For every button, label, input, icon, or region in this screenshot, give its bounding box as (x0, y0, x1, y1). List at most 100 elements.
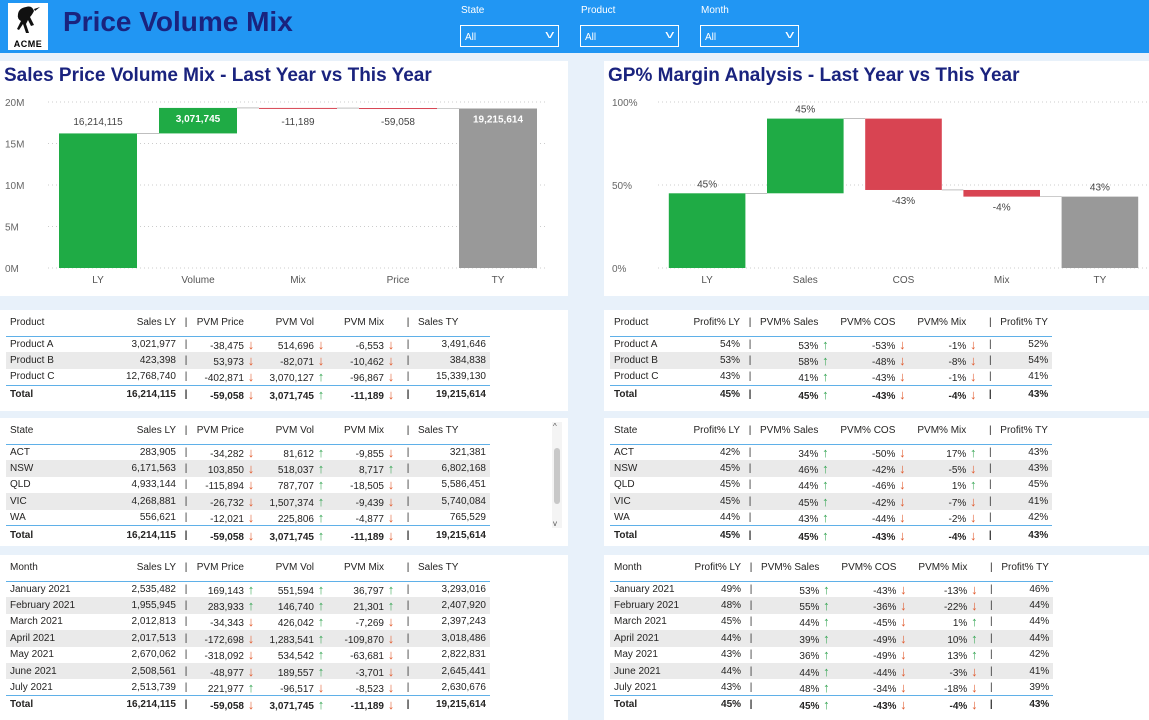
table-row[interactable]: Product C 43% | 41% ↑ -43% ↓ -1% ↓ | 41% (610, 369, 1052, 385)
column-header[interactable]: Sales LY (92, 310, 180, 337)
table-total-row[interactable]: Total 16,214,115 | -59,058 ↓ 3,071,745 ↑ -11,18… (6, 384, 490, 404)
column-header[interactable]: PVM% Sales (756, 418, 837, 445)
column-header[interactable]: PVM Price (192, 310, 262, 337)
table-row[interactable]: VIC 45% | 45% ↑ -42% ↓ -7% ↓ | 41% (610, 493, 1053, 510)
waterfall-bar[interactable] (963, 189, 1040, 197)
column-header[interactable]: PVM Vol (262, 418, 332, 445)
column-header[interactable]: Month (6, 555, 92, 582)
table-header-row: State Profit% LY | PVM% Sales PVM% COS PVM% M… (610, 418, 1053, 445)
table-row[interactable]: Product C 12,768,740 | -402,871 ↓ 3,070,127 ↑ -… (6, 369, 490, 385)
column-header[interactable]: Month (610, 555, 684, 582)
column-header[interactable]: PVM% Sales (757, 555, 838, 582)
waterfall-bar[interactable] (459, 108, 537, 268)
column-header[interactable]: PVM% Mix (913, 418, 985, 445)
column-header[interactable]: Profit% TY (997, 555, 1054, 582)
table-row[interactable]: NSW 6,171,563 | 103,850 ↓ 518,037 ↑ 8,717 ↑ | 6,80… (6, 460, 490, 477)
table-row[interactable]: May 2021 2,670,062 | -318,092 ↓ 534,542 ↑ -63,6… (6, 647, 490, 663)
product-filter-dropdown[interactable]: All v (580, 25, 679, 47)
table-total-row[interactable]: Total 16,214,115 | -59,058 ↓ 3,071,745 ↑ -11,18… (6, 695, 490, 714)
column-header[interactable]: Sales LY (92, 418, 180, 445)
column-header[interactable]: State (610, 418, 682, 445)
table-row[interactable]: April 2021 2,017,513 | -172,698 ↓ 1,283,541 ↑ -… (6, 630, 490, 647)
table-row[interactable]: Product A 54% | 53% ↑ -53% ↓ -1% ↓ | 52% (610, 336, 1052, 352)
column-header[interactable]: Profit% LY (682, 310, 744, 337)
waterfall-bar[interactable] (668, 193, 746, 268)
column-header[interactable]: PVM Mix (332, 418, 402, 445)
month-filter-dropdown[interactable]: All v (700, 25, 799, 47)
column-header[interactable]: PVM% COS (836, 310, 914, 337)
pvm-state-scrollbar[interactable]: ^ v (552, 422, 562, 528)
waterfall-bar[interactable] (1061, 196, 1139, 268)
waterfall-bar[interactable] (359, 108, 437, 110)
cell-value: -45% (873, 618, 897, 630)
row-label: ACT (10, 446, 30, 458)
table-row[interactable]: NSW 45% | 46% ↑ -42% ↓ -5% ↓ | 43% (610, 460, 1053, 477)
column-header[interactable]: PVM Price (192, 418, 262, 445)
table-row[interactable]: January 2021 49% | 53% ↑ -43% ↓ -13% ↓ | 46% (610, 581, 1053, 597)
column-header[interactable]: Profit% LY (683, 555, 746, 582)
table-row[interactable]: April 2021 44% | 39% ↑ -49% ↓ 10% ↑ | 44% (610, 630, 1054, 647)
column-header[interactable]: State (6, 418, 92, 445)
column-header[interactable]: PVM% Mix (913, 310, 985, 337)
table-total-row[interactable]: Total 45% | 45% ↑ -43% ↓ -4% ↓ | 43% (610, 695, 1054, 714)
waterfall-bar[interactable] (767, 118, 844, 194)
table-row[interactable]: QLD 4,933,144 | -115,894 ↓ 787,707 ↑ -18,505 ↓ | 5… (6, 477, 490, 493)
table-row[interactable]: February 2021 48% | 55% ↑ -36% ↓ -22% ↓ | 44% (610, 597, 1054, 614)
table-row[interactable]: March 2021 2,012,813 | -34,343 ↓ 426,042 ↑ -7,2… (6, 614, 490, 630)
table-row[interactable]: VIC 4,268,881 | -26,732 ↓ 1,507,374 ↑ -9,439 ↓ | 5… (6, 493, 490, 510)
product-filter-value: All (585, 32, 597, 43)
cell-value: -44% (873, 667, 897, 679)
x-category-label: LY (92, 275, 104, 286)
column-header[interactable]: Product (6, 310, 92, 337)
table-row[interactable]: Product B 423,398 | 53,973 ↓ -82,071 ↓ -10,462 ↓… (6, 352, 490, 369)
column-header[interactable]: PVM% COS (837, 555, 915, 582)
table-total-row[interactable]: Total 45% | 45% ↑ -43% ↓ -4% ↓ | 43% (610, 384, 1053, 404)
column-header[interactable]: PVM Mix (332, 310, 402, 337)
table-total-row[interactable]: Total 16,214,115 | -59,058 ↓ 3,071,745 ↑ -11,18… (6, 525, 490, 544)
table-row[interactable]: Product A 3,021,977 | -38,475 ↓ 514,696 ↓ -6,55… (6, 336, 490, 352)
scroll-down-icon[interactable]: v (553, 519, 557, 528)
arrow-up-icon: ↑ (970, 477, 977, 493)
column-header[interactable]: Profit% TY (996, 418, 1053, 445)
column-header[interactable]: Product (610, 310, 682, 337)
table-row[interactable]: January 2021 2,535,482 | 169,143 ↑ 551,594 ↑ 36… (6, 581, 490, 597)
column-header[interactable]: PVM% Mix (914, 555, 986, 582)
scrollbar-thumb[interactable] (554, 448, 560, 504)
table-row[interactable]: February 2021 1,955,945 | 283,933 ↑ 146,740 ↑ 2… (6, 597, 490, 614)
column-header[interactable]: PVM% Sales (756, 310, 837, 337)
table-row[interactable]: June 2021 44% | 44% ↑ -44% ↓ -3% ↓ | 41% (610, 662, 1054, 680)
table-row[interactable]: July 2021 2,513,739 | 221,977 ↑ -96,517 ↓ -8,52… (6, 679, 490, 695)
waterfall-bar[interactable] (865, 118, 942, 190)
cell-value: -59,058 (210, 390, 244, 402)
column-header[interactable]: PVM Vol (262, 310, 332, 337)
table-row[interactable]: Product B 53% | 58% ↑ -48% ↓ -8% ↓ | 54% (610, 352, 1053, 369)
table-row[interactable]: ACT 283,905 | -34,282 ↓ 81,612 ↑ -9,855 ↓ | 321,38… (6, 444, 490, 460)
table-row[interactable]: March 2021 45% | 44% ↑ -45% ↓ 1% ↑ | 44% (610, 614, 1053, 630)
table-row[interactable]: QLD 45% | 44% ↑ -46% ↓ 1% ↑ | 45% (610, 477, 1052, 493)
table-row[interactable]: May 2021 43% | 36% ↑ -49% ↓ 13% ↑ | 42% (610, 647, 1053, 663)
column-header[interactable]: Profit% LY (682, 418, 744, 445)
scroll-up-icon[interactable]: ^ (553, 422, 557, 431)
column-header[interactable]: PVM% COS (836, 418, 914, 445)
table-row[interactable]: WA 556,621 | -12,021 ↓ 225,806 ↑ -4,877 ↓ | 765,52… (6, 510, 490, 526)
column-header[interactable]: Sales LY (92, 555, 180, 582)
column-header[interactable]: PVM Price (192, 555, 262, 582)
table-total-row[interactable]: Total 45% | 45% ↑ -43% ↓ -4% ↓ | 43% (610, 525, 1053, 544)
column-header[interactable]: Profit% TY (996, 310, 1053, 337)
table-row[interactable]: WA 44% | 43% ↑ -44% ↓ -2% ↓ | 42% (610, 510, 1052, 526)
column-header[interactable]: Sales TY (414, 418, 490, 445)
waterfall-bar[interactable] (259, 107, 337, 109)
waterfall-bar[interactable] (159, 107, 237, 134)
waterfall-bar[interactable] (59, 133, 137, 268)
arrow-down-icon: ↓ (971, 581, 978, 597)
table-row[interactable]: July 2021 43% | 48% ↑ -34% ↓ -18% ↓ | 39% (610, 679, 1053, 695)
arrow-up-icon: ↑ (317, 369, 325, 385)
table-row[interactable]: ACT 42% | 34% ↑ -50% ↓ 17% ↑ | 43% (610, 444, 1052, 460)
column-header[interactable]: Sales TY (414, 555, 490, 582)
column-header[interactable]: PVM Mix (332, 555, 402, 582)
column-header[interactable]: PVM Vol (262, 555, 332, 582)
state-filter-dropdown[interactable]: All v (460, 25, 559, 47)
column-separator: | (985, 695, 998, 714)
table-row[interactable]: June 2021 2,508,561 | -48,977 ↓ 189,557 ↑ -3,70… (6, 662, 490, 680)
column-header[interactable]: Sales TY (414, 310, 490, 337)
